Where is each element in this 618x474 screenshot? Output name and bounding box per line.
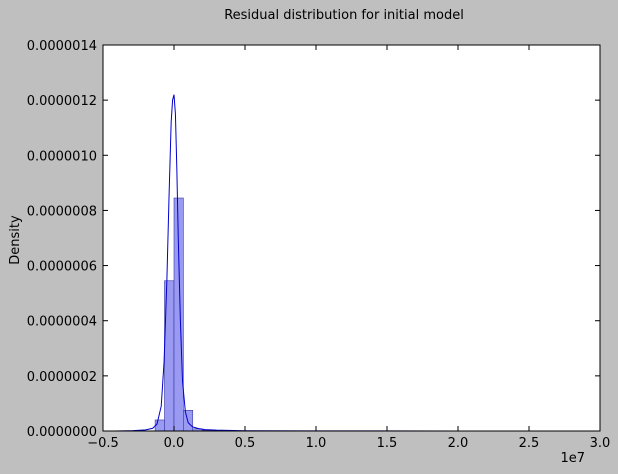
x-tick-label: 0.0 <box>164 436 185 451</box>
y-axis-ticks: 0.0000000 0.0000002 0.0000004 0.0000006 0.00… <box>27 39 600 440</box>
x-offset-label: 1e7 <box>560 451 585 466</box>
x-tick-label: 3.0 <box>590 436 611 451</box>
y-tick-label: 0.0000000 <box>27 425 97 440</box>
chart-title: Residual distribution for initial model <box>224 8 464 23</box>
x-tick-label: 2.0 <box>448 436 469 451</box>
x-tick-label: 1.0 <box>306 436 327 451</box>
x-tick-label: −0.5 <box>87 436 119 451</box>
x-tick-label: 1.5 <box>377 436 398 451</box>
y-tick-label: 0.0000004 <box>27 315 97 330</box>
histogram-bar <box>173 197 184 432</box>
histogram-bar <box>154 419 165 432</box>
plot-frame <box>102 44 601 432</box>
kde-curve <box>114 94 579 432</box>
y-tick-label: 0.0000010 <box>27 149 97 164</box>
y-tick-label: 0.0000002 <box>27 370 97 385</box>
y-tick-label: 0.0000008 <box>27 204 97 219</box>
y-tick-label: 0.0000006 <box>27 260 97 275</box>
x-tick-label: 0.5 <box>235 436 256 451</box>
y-tick-label: 0.0000014 <box>27 39 97 54</box>
x-tick-label: 2.5 <box>519 436 540 451</box>
x-axis-ticks: −0.5 0.0 0.5 1.0 1.5 2.0 2.5 3.0 <box>87 45 610 451</box>
y-tick-label: 0.0000012 <box>27 94 97 109</box>
plot-area <box>103 45 600 431</box>
y-axis-label: Density <box>8 215 23 265</box>
